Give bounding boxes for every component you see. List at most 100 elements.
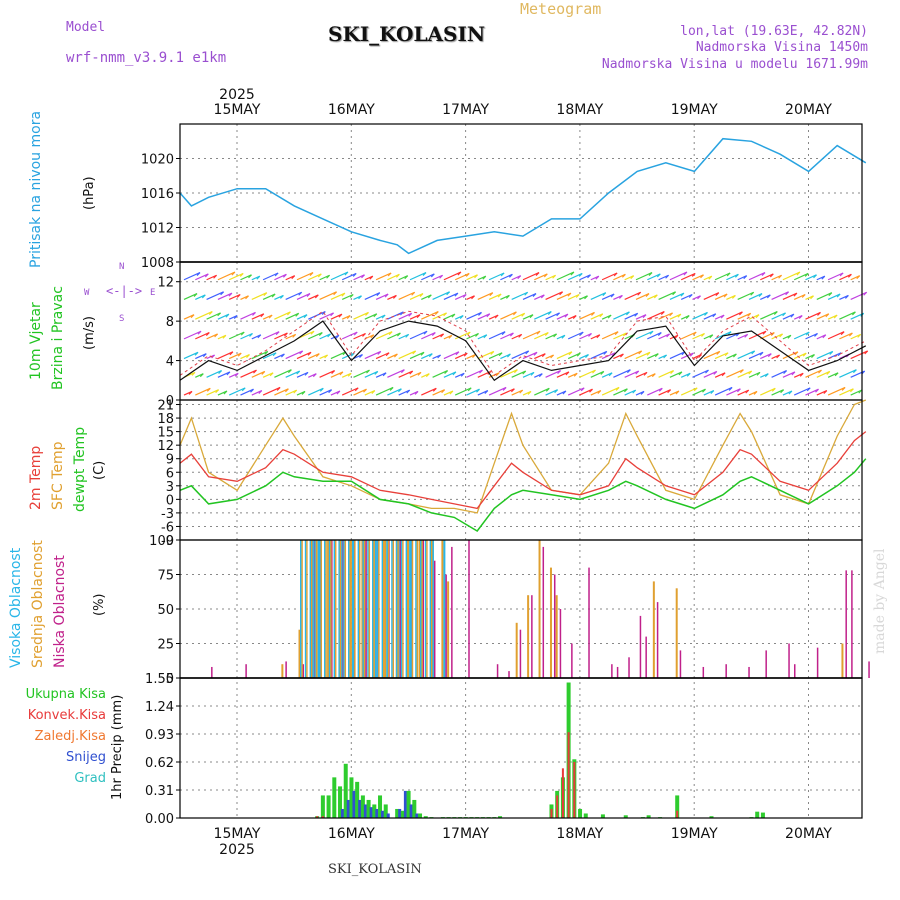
precip-conv-bar <box>550 808 553 818</box>
wind-barb-head <box>467 387 472 392</box>
precip-total-bar <box>378 795 383 818</box>
wind-barb-head <box>521 312 526 317</box>
wind-barb <box>398 370 413 378</box>
wind-barb-head <box>359 354 363 358</box>
wind-barb-head <box>420 351 425 356</box>
wind-barb-head <box>451 313 456 318</box>
wind-barb <box>613 353 624 360</box>
precip-snow-bar <box>381 810 385 818</box>
wind-barb <box>556 351 573 360</box>
cloud-tick-label: 25 <box>157 638 174 653</box>
wind-barb-head <box>761 272 766 276</box>
wind-barb-head <box>584 295 588 300</box>
cloud-panel: 0 25 50 75 100 <box>149 534 870 687</box>
wind-barb <box>443 351 460 360</box>
wind-barb-head <box>431 332 436 337</box>
precip-snow-bar <box>369 807 373 818</box>
wind-barb-head <box>439 274 444 279</box>
precip-total-bar <box>583 813 588 818</box>
precip-total-bar <box>360 795 365 818</box>
wind-barb <box>308 353 320 360</box>
wind-barb <box>364 292 381 301</box>
wind-barb-head <box>513 369 518 374</box>
wind-barb-head <box>821 275 826 280</box>
wind-barb <box>658 312 673 320</box>
cloud-low-bar <box>468 540 470 678</box>
wind-barb-head <box>806 387 811 392</box>
wind-barb <box>341 272 357 281</box>
wind-barb-head <box>572 315 577 319</box>
wind-barb-head <box>263 292 268 297</box>
wind-barb-head <box>782 312 787 317</box>
wind-barb-head <box>780 389 785 394</box>
precip-conv-bar <box>567 732 570 818</box>
wind-barb <box>839 311 856 320</box>
wind-barb <box>680 387 698 396</box>
wind-barb-head <box>704 311 708 316</box>
cloud-high-bar <box>324 540 326 678</box>
wind-barb-head <box>608 372 613 377</box>
cloud-low-bar <box>542 546 545 678</box>
wind-barb-head <box>750 291 755 296</box>
wind-barb-head <box>484 390 489 394</box>
page-title: SKI_KOLASIN <box>328 22 486 46</box>
precip-snow-bar <box>386 813 390 818</box>
cloud-mid-bar <box>441 540 444 678</box>
wind-barb <box>228 331 245 340</box>
wind-barb-head <box>747 312 752 317</box>
wind-barb <box>647 332 662 340</box>
wind-barb-head <box>246 354 250 358</box>
wind-barb-head <box>710 390 715 394</box>
wind-barb-head <box>358 295 362 300</box>
wind-barb <box>341 293 354 301</box>
wind-barb-head <box>625 311 630 316</box>
wind-barb <box>285 370 300 378</box>
pressure-panel: 1008 1012 1016 1020 <box>141 137 867 271</box>
wind-barb <box>590 370 605 378</box>
wind-barb <box>262 372 274 378</box>
wind-barb <box>432 291 450 301</box>
wind-barb-head <box>657 332 662 337</box>
wind-barb-head <box>640 391 645 395</box>
wind-barb <box>601 293 615 301</box>
wind-barb <box>556 292 572 301</box>
wind-barb-head <box>847 273 852 278</box>
wind-barb <box>206 389 219 396</box>
wind-barb <box>262 272 279 281</box>
cloud-low-bar <box>868 661 870 678</box>
wind-barb <box>635 351 651 360</box>
wind-barb <box>262 352 277 360</box>
wind-barb-head <box>268 314 273 319</box>
wind-barb-head <box>701 333 705 337</box>
wind-barb-head <box>440 333 445 338</box>
wind-barb <box>409 271 427 281</box>
wind-barb <box>726 388 741 396</box>
wind-barb <box>793 293 806 301</box>
wind-barb <box>500 332 514 340</box>
precip-snow-bar <box>341 808 345 818</box>
wind-barb <box>635 371 648 378</box>
wind-barb <box>590 292 607 301</box>
wind-barb <box>477 313 491 320</box>
wind-barb <box>534 273 548 281</box>
wind-barb <box>760 310 778 320</box>
grid-lines <box>180 124 862 819</box>
wind-barb <box>692 388 706 396</box>
wind-barb-head <box>667 389 672 394</box>
cloud-low-bar <box>679 650 682 678</box>
wind-barb <box>387 353 398 360</box>
cloud-low-bar <box>816 647 819 678</box>
precip-conv-bar <box>676 810 679 818</box>
precip-total-bar <box>578 808 583 818</box>
wind-barb-head <box>298 291 303 296</box>
panel-frame-wind <box>179 261 863 401</box>
cloud-tick-label: 0 <box>166 672 174 687</box>
wind-barb <box>443 292 459 301</box>
cloud-mid-bar <box>841 643 844 678</box>
wind-barb <box>816 313 830 320</box>
wind-barb <box>330 371 344 378</box>
wind-barb <box>274 369 292 378</box>
wind-barb <box>500 369 518 378</box>
wind-barb <box>839 388 854 396</box>
wind-barb-head <box>366 369 370 374</box>
